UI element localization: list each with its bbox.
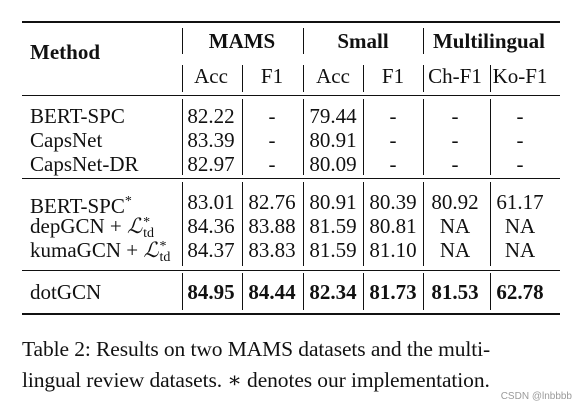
method-name: dotGCN <box>30 280 102 304</box>
value-cell: 80.09 <box>309 152 357 176</box>
column-separator <box>182 99 183 175</box>
subcolumn-header: Ch-F1 <box>428 64 482 88</box>
group-header-small: Small <box>337 29 389 53</box>
value-cell: 84.44 <box>248 280 296 304</box>
column-separator <box>182 182 183 266</box>
value-cell: - <box>389 104 397 128</box>
group-header-mams: MAMS <box>208 29 276 53</box>
value-cell: 84.37 <box>187 238 235 262</box>
value-cell: - <box>516 152 524 176</box>
column-separator <box>242 99 243 175</box>
group-separator <box>182 28 183 54</box>
bottom-rule <box>22 313 560 315</box>
block-rule-2 <box>22 270 560 271</box>
value-cell: - <box>389 152 397 176</box>
value-cell: 81.10 <box>369 238 417 262</box>
column-separator <box>242 182 243 266</box>
value-cell: NA <box>439 214 471 238</box>
value-cell: NA <box>504 214 536 238</box>
value-cell: 83.01 <box>187 190 235 214</box>
value-cell: - <box>389 128 397 152</box>
value-cell: NA <box>439 238 471 262</box>
group-separator <box>423 28 424 54</box>
value-cell: 80.39 <box>369 190 417 214</box>
column-separator <box>242 65 243 92</box>
subcolumn-header: Acc <box>316 64 350 88</box>
value-cell: 82.76 <box>248 190 296 214</box>
value-cell: 61.17 <box>496 190 544 214</box>
column-separator <box>363 182 364 266</box>
column-separator <box>182 65 183 92</box>
value-cell: 83.88 <box>248 214 296 238</box>
column-separator <box>242 273 243 310</box>
column-separator <box>303 182 304 266</box>
value-cell: - <box>268 152 276 176</box>
value-cell: 80.91 <box>309 128 357 152</box>
top-rule <box>22 21 560 23</box>
subcolumn-header: F1 <box>260 64 284 88</box>
value-cell: 82.34 <box>309 280 357 304</box>
value-cell: 81.53 <box>431 280 479 304</box>
value-cell: 83.83 <box>248 238 296 262</box>
subcolumn-header: F1 <box>381 64 405 88</box>
header-rule <box>22 95 560 96</box>
value-cell: 84.36 <box>187 214 235 238</box>
value-cell: 82.97 <box>187 152 235 176</box>
value-cell: 80.91 <box>309 190 357 214</box>
method-name: CapsNet-DR <box>30 152 139 176</box>
method-name: kumaGCN + ℒ * td <box>30 238 171 266</box>
value-cell: - <box>516 104 524 128</box>
value-cell: 81.73 <box>369 280 417 304</box>
value-cell: - <box>268 128 276 152</box>
column-separator <box>423 182 424 266</box>
value-cell: 84.95 <box>187 280 235 304</box>
subcolumn-header: Acc <box>194 64 228 88</box>
value-cell: 62.78 <box>496 280 544 304</box>
value-cell: 80.92 <box>431 190 479 214</box>
value-cell: 81.59 <box>309 214 357 238</box>
column-separator <box>490 182 491 266</box>
column-separator <box>363 273 364 310</box>
column-separator <box>363 99 364 175</box>
caption-line-1: Table 2: Results on two MAMS datasets an… <box>22 337 491 361</box>
method-name: BERT-SPC* <box>30 194 132 218</box>
column-separator <box>363 65 364 92</box>
value-cell: 82.22 <box>187 104 235 128</box>
value-cell: - <box>451 104 459 128</box>
caption-line-2: lingual review datasets. ∗ denotes our i… <box>22 368 490 392</box>
value-cell: 81.59 <box>309 238 357 262</box>
value-cell: - <box>268 104 276 128</box>
column-separator <box>490 99 491 175</box>
value-cell: - <box>451 152 459 176</box>
column-separator <box>490 65 491 92</box>
value-cell: NA <box>504 238 536 262</box>
group-separator <box>303 28 304 54</box>
value-cell: 80.81 <box>369 214 417 238</box>
column-separator <box>423 99 424 175</box>
results-table: Method MAMS Small Multilingual Acc F1 Acc F… <box>22 21 560 315</box>
value-cell: 79.44 <box>309 104 357 128</box>
column-separator <box>423 65 424 92</box>
value-cell: - <box>516 128 524 152</box>
column-separator <box>303 273 304 310</box>
subcolumn-header: Ko-F1 <box>492 64 548 88</box>
table-caption: Table 2: Results on two MAMS datasets an… <box>22 334 567 396</box>
value-cell: 83.39 <box>187 128 235 152</box>
loss-symbol: ℒ <box>127 214 143 238</box>
watermark: CSDN @lnbbbb <box>500 391 572 402</box>
method-name: depGCN + ℒ * td <box>30 214 155 242</box>
column-separator <box>423 273 424 310</box>
method-name: BERT-SPC <box>30 104 125 128</box>
group-header-multilingual: Multilingual <box>432 29 546 53</box>
column-separator <box>303 99 304 175</box>
column-separator <box>490 273 491 310</box>
column-separator <box>182 273 183 310</box>
column-separator <box>303 65 304 92</box>
method-name: CapsNet <box>30 128 103 152</box>
block-rule-1 <box>22 178 560 179</box>
loss-symbol: ℒ <box>143 238 159 262</box>
method-header: Method <box>30 40 100 64</box>
value-cell: - <box>451 128 459 152</box>
